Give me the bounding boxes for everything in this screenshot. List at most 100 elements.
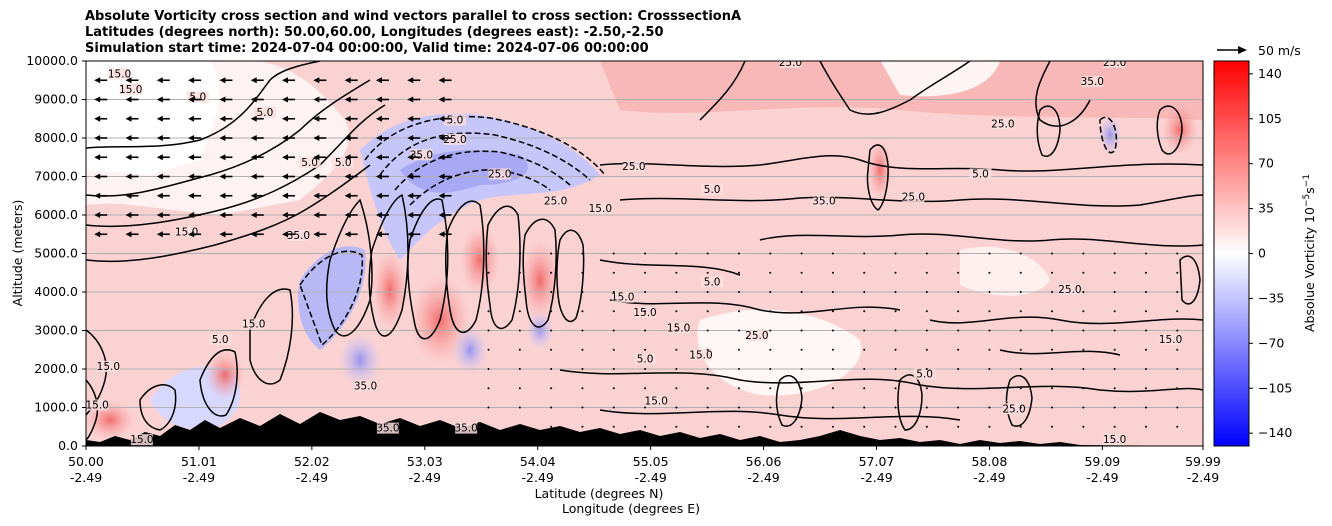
wind-vector-dot (675, 310, 678, 313)
wind-vector-head (282, 212, 289, 218)
wind-vector-head (438, 115, 445, 122)
wind-vector-head (313, 173, 320, 180)
wind-vector-dot (518, 329, 521, 332)
contour-label-bg (443, 114, 466, 126)
wind-vector-dot (737, 252, 740, 255)
wind-vector-head (156, 173, 163, 180)
wind-vector-head (125, 231, 132, 238)
wind-vector-head (375, 154, 382, 161)
wind-vector-head (188, 135, 195, 141)
contour-label: 5.0 (257, 107, 274, 119)
contour-label: 35.0 (354, 380, 377, 392)
contour-label-bg (701, 183, 724, 195)
y-axis-ticks: 0.0 1000.0 2000.0 3000.0 4000.0 5000.0 6000.0 7… (26, 53, 86, 453)
contour-label-bg (86, 399, 109, 411)
wind-vector-dot (1019, 271, 1022, 274)
wind-vector-dot (706, 348, 709, 351)
wind-vector-head (438, 212, 445, 218)
wind-vector-head (219, 154, 226, 161)
contour-label: 5.0 (916, 369, 933, 381)
contour-label: 15.0 (1159, 334, 1182, 346)
wind-vector-dot (1019, 310, 1022, 313)
contour-label: 5.0 (301, 157, 318, 169)
wind-vector-dot (737, 406, 740, 409)
y-tick-label: 0.0 (58, 438, 78, 453)
contour-label-bg (634, 307, 657, 319)
wind-vector-dot (550, 291, 553, 293)
wind-vector-dot (487, 406, 490, 409)
wind-vector-dot (1051, 368, 1054, 370)
wind-vector-dot (581, 271, 584, 274)
wind-vector-dot (706, 425, 709, 428)
wind-vector-head (438, 173, 445, 180)
wind-vector-dot (957, 348, 960, 351)
wind-vector-head (375, 212, 382, 218)
wind-vector-dot (550, 387, 553, 390)
wind-vector-dot (1144, 406, 1147, 409)
wind-vector-head (94, 77, 101, 84)
contour-label: 15.0 (689, 349, 712, 361)
wind-vector-head (375, 231, 382, 238)
x-tick-label-lat: 53.03 (407, 454, 443, 469)
wind-vector-head (407, 192, 414, 199)
wind-vector-dot (769, 329, 772, 332)
y-tick-label: 1000.0 (34, 400, 78, 415)
wind-vector-head (156, 192, 163, 199)
wind-vector-head (94, 135, 101, 141)
wind-vector-dot (1113, 425, 1116, 428)
contour-label-bg (287, 230, 310, 242)
wind-vector-dot (863, 291, 866, 293)
wind-vector-dot (1176, 348, 1179, 351)
wind-vector-dot (518, 406, 521, 409)
wind-vector-head (282, 77, 289, 84)
y-tick-label: 8000.0 (34, 130, 78, 145)
contour-label: 5.0 (447, 115, 464, 127)
contour-label-bg (969, 168, 992, 180)
wind-vector-dot (925, 406, 928, 409)
wind-vector-dot (612, 387, 615, 390)
wind-vector-dot (894, 425, 897, 428)
contour-label-bg (242, 318, 265, 330)
contour-label-bg (253, 106, 276, 118)
contour-label-bg (488, 168, 511, 180)
wind-vector-dot (550, 271, 553, 274)
wind-vector-head (94, 173, 101, 180)
wind-vector-dot (1082, 368, 1085, 370)
wind-vector-dot (988, 252, 991, 255)
contour-label-bg (622, 160, 645, 172)
x-tick-label-lon: -2.49 (634, 470, 666, 485)
wind-vector-dot (769, 425, 772, 428)
wind-vector-head (188, 154, 195, 161)
x-tick-label-lon: -2.49 (860, 470, 892, 485)
wind-vector-dot (863, 329, 866, 332)
wind-vector-dot (1176, 425, 1179, 428)
wind-vector-dot (550, 368, 553, 370)
contour-label-bg (1081, 76, 1104, 88)
wind-vector-dot (1113, 387, 1116, 390)
wind-vector-dot (1019, 406, 1022, 409)
wind-vector-dot (644, 291, 647, 293)
wind-vector-dot (831, 271, 834, 274)
wind-vector-head (344, 231, 351, 238)
contour-label: 15.0 (1103, 434, 1126, 446)
wind-vector-dot (925, 329, 928, 332)
wind-vector-dot (581, 291, 584, 293)
wind-vector-head (125, 173, 132, 180)
wind-vector-dot (1082, 271, 1085, 274)
wind-vector-dot (644, 368, 647, 370)
x-tick-label-lon: -2.49 (409, 470, 441, 485)
wind-vector-dot (1051, 348, 1054, 351)
contour-label-bg (902, 191, 925, 203)
wind-vector-head (94, 154, 101, 161)
wind-vector-head (344, 192, 351, 199)
wind-vector-head (250, 154, 257, 161)
wind-vector-dot (769, 310, 772, 313)
wind-vector-head (375, 115, 382, 122)
contour-label: 25.0 (745, 330, 768, 342)
x-tick-label-lat: 56.06 (746, 454, 782, 469)
contour-label-bg (812, 195, 835, 207)
wind-vector-head (282, 135, 289, 141)
wind-vector-dot (581, 425, 584, 428)
wind-vector-dot (518, 271, 521, 274)
colorbar-label: Absolue Vorticity 10−5s−1 (1302, 174, 1317, 332)
